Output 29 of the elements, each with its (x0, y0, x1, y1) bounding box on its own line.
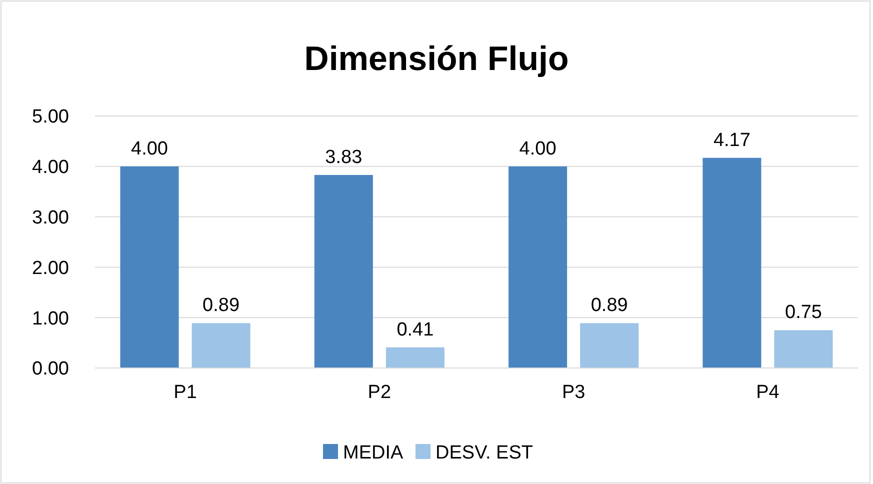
bar (192, 323, 250, 368)
y-tick-label: 1.00 (32, 308, 69, 330)
bar (580, 323, 639, 368)
data-label: 0.89 (590, 295, 628, 316)
bar (774, 330, 833, 368)
data-label: 3.83 (325, 146, 362, 168)
y-tick-label: 2.00 (32, 258, 69, 279)
x-tick-label: P4 (756, 382, 780, 403)
bar (386, 347, 444, 368)
bar (120, 166, 179, 368)
bar (508, 166, 568, 368)
bar (702, 158, 762, 368)
y-tick-label: 5.00 (32, 106, 69, 128)
y-tick-label: 4.00 (32, 157, 69, 178)
data-label: 4.00 (131, 138, 168, 160)
data-label: 0.75 (785, 302, 822, 324)
data-label: 0.41 (396, 319, 434, 340)
data-label: 4.00 (519, 138, 556, 160)
y-tick-label: 3.00 (32, 207, 69, 228)
chart-title: Dimensión Flujo (304, 40, 569, 78)
data-label: 0.89 (202, 295, 240, 316)
x-tick-label: P1 (174, 382, 197, 403)
legend-label: DESV. EST (436, 442, 534, 464)
y-tick-label: 0.00 (32, 358, 69, 380)
x-tick-label: P2 (368, 382, 392, 403)
x-tick-label: P3 (562, 382, 586, 403)
legend-label: MEDIA (343, 442, 404, 464)
data-label: 4.17 (713, 130, 750, 151)
bar (314, 174, 373, 368)
